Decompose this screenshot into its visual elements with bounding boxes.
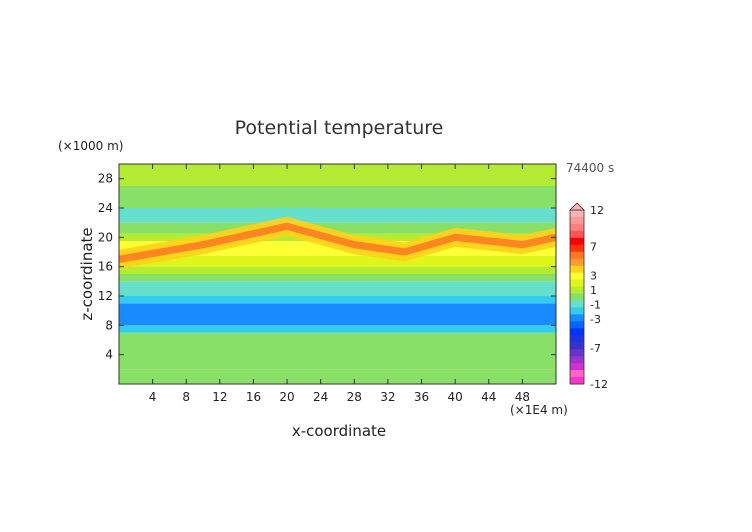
colorbar-swatch xyxy=(570,223,584,232)
y-tick-label: 24 xyxy=(98,201,113,215)
colorbar-swatch xyxy=(570,335,584,343)
y-axis: 4 8 12 16 20 24 28 xyxy=(98,172,556,362)
y-tick-label: 28 xyxy=(98,172,113,186)
x-tick-label: 24 xyxy=(313,390,328,404)
heatmap-band xyxy=(119,332,556,370)
colorbar-label: -12 xyxy=(590,378,608,391)
colorbar-swatch xyxy=(570,363,584,371)
heatmap-band xyxy=(119,369,556,384)
y-tick-label: 12 xyxy=(98,289,113,303)
x-tick-label: 12 xyxy=(212,390,227,404)
heatmap-band xyxy=(119,296,556,304)
x-tick-label: 32 xyxy=(380,390,395,404)
colorbar-swatch xyxy=(570,272,584,281)
colorbar-label: 3 xyxy=(590,269,597,282)
y-tick-label: 8 xyxy=(105,318,113,332)
x-tick-label: 4 xyxy=(149,390,157,404)
x-tick-label: 44 xyxy=(481,390,496,404)
colorbar-swatch xyxy=(570,293,584,301)
time-label: 74400 s xyxy=(566,161,614,175)
heatmap-plot-area xyxy=(118,163,557,385)
x-tick-label: 16 xyxy=(246,390,261,404)
x-tick-label: 28 xyxy=(347,390,362,404)
heatmap-band xyxy=(119,255,556,267)
x-tick-label: 48 xyxy=(515,390,530,404)
colorbar-label: -7 xyxy=(590,342,601,355)
heatmap-band xyxy=(119,303,556,326)
heatmap-bands xyxy=(119,164,556,384)
heatmap-band xyxy=(119,186,556,208)
colorbar-label: -3 xyxy=(590,313,601,326)
warm-layer-band xyxy=(119,216,556,269)
y-axis-label: z-coordinate xyxy=(78,227,96,320)
colorbar-label: 7 xyxy=(590,240,597,253)
colorbar-swatch xyxy=(570,300,584,308)
heatmap-band xyxy=(119,208,556,223)
colorbar-swatch xyxy=(570,230,584,239)
heatmap-band xyxy=(119,325,556,333)
colorbar-swatch xyxy=(570,377,584,385)
colorbar-label: 12 xyxy=(590,204,604,217)
colorbar-swatch xyxy=(570,210,584,218)
colorbar-swatch xyxy=(570,258,584,267)
colorbar-swatch xyxy=(570,356,584,364)
heatmap-band xyxy=(119,281,556,296)
heatmap-band xyxy=(119,266,556,274)
colorbar-swatch xyxy=(570,279,584,288)
x-tick-label: 40 xyxy=(448,390,463,404)
colorbar-swatch xyxy=(570,349,584,357)
warm-layer-core xyxy=(119,222,556,263)
chart-title: Potential temperature xyxy=(235,117,444,139)
x-axis-label: x-coordinate xyxy=(292,422,386,440)
colorbar-label: 1 xyxy=(590,284,597,297)
colorbar: 12 7 3 1-1 -3 -7 -12 xyxy=(569,202,608,391)
x-unit-label: (×1E4 m) xyxy=(510,403,568,417)
colorbar-swatch xyxy=(570,216,584,225)
colorbar-swatch xyxy=(570,237,584,246)
colorbar-swatch xyxy=(570,251,584,260)
colorbar-swatch xyxy=(570,314,584,322)
x-axis: 4 8 12 16 20 24 28 32 36 40 44 48 xyxy=(149,164,530,404)
x-tick-label: 36 xyxy=(414,390,429,404)
colorbar-swatch xyxy=(570,307,584,315)
colorbar-swatch xyxy=(570,328,584,336)
heatmap-band xyxy=(119,274,556,282)
heatmap-band xyxy=(119,222,556,234)
colorbar-swatch xyxy=(570,244,584,253)
colorbar-swatch xyxy=(570,265,584,274)
heatmap-band xyxy=(119,164,556,186)
y-tick-label: 20 xyxy=(98,230,113,244)
y-tick-label: 16 xyxy=(98,260,113,274)
colorbar-extend-arrow xyxy=(569,202,585,211)
colorbar-swatch xyxy=(570,370,584,378)
x-tick-label: 20 xyxy=(279,390,294,404)
x-tick-label: 8 xyxy=(182,390,190,404)
colorbar-swatch xyxy=(570,286,584,295)
y-tick-label: 4 xyxy=(105,348,113,362)
y-unit-label: (×1000 m) xyxy=(58,139,123,153)
plot-frame xyxy=(118,163,557,385)
colorbar-label: -1 xyxy=(590,298,601,311)
colorbar-swatch xyxy=(570,342,584,350)
colorbar-swatch xyxy=(570,321,584,329)
